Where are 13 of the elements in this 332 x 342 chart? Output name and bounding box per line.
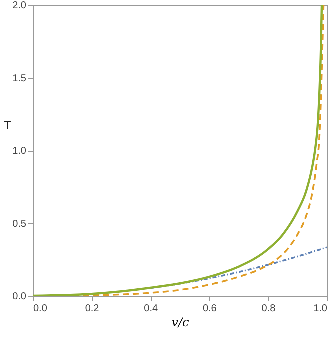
x-tick-label: 0.0	[34, 304, 48, 314]
y-tick-label: 1.5	[12, 73, 27, 84]
y-axis-title: T	[4, 118, 12, 132]
x-axis-title: v/c	[172, 316, 190, 330]
x-tick-label: 0.6	[202, 304, 218, 314]
x-tick-label: 0.2	[85, 304, 100, 314]
y-tick-label: 0.5	[12, 218, 27, 230]
x-tick-label: 0.8	[262, 304, 276, 314]
y-tick-label: 1.0	[12, 146, 27, 157]
y-tick-label: 2.0	[12, 0, 27, 12]
x-tick-label: 1.0	[314, 304, 328, 314]
y-tick-label: 0.0	[12, 292, 27, 302]
x-tick-label: 0.4	[144, 304, 158, 314]
